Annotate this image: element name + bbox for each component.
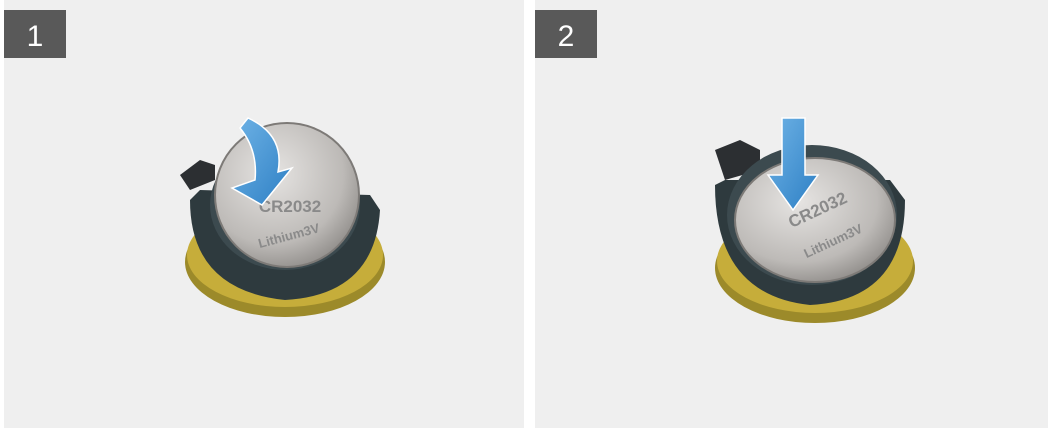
step-number: 2 xyxy=(558,20,575,53)
page: 1 CR2032 Lithium3V 2 CR2032 xyxy=(0,0,1048,434)
step-number: 1 xyxy=(27,20,44,53)
panel: 2 CR2032 Lithium3V xyxy=(535,0,1048,428)
battery-model: CR2032 xyxy=(259,197,321,216)
panel: 1 CR2032 Lithium3V xyxy=(4,0,524,428)
coin-battery: CR2032 Lithium3V xyxy=(215,123,359,267)
